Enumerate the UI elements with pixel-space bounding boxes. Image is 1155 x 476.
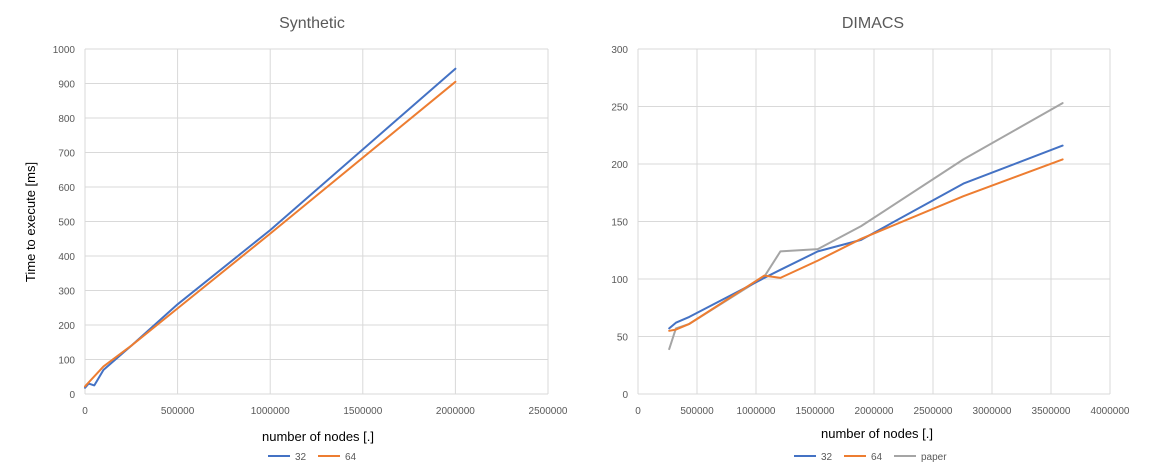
x-tick-label: 1500000	[796, 406, 835, 417]
y-axis-label: Time to execute [ms]	[23, 162, 38, 282]
legend-item-paper: paper	[894, 452, 947, 463]
x-tick-label: 0	[635, 406, 641, 417]
legend: 32 64	[268, 452, 357, 463]
legend-label: 64	[871, 452, 883, 463]
y-tick-label: 800	[58, 114, 75, 125]
tick-layer: 0 100 200 300 400 500 600 700 800 900 1000 0 500000 1…	[53, 45, 568, 417]
synthetic-chart: Synthetic 0 100 200 300 400 500 600 700 800 900 10…	[23, 15, 568, 463]
x-tick-label: 1000000	[737, 406, 776, 417]
legend-item-32: 32	[794, 452, 833, 463]
x-tick-label: 500000	[680, 406, 714, 417]
x-tick-label: 2000000	[855, 406, 894, 417]
series-line-32	[84, 67, 457, 389]
y-tick-label: 250	[611, 103, 628, 114]
grid-layer	[637, 48, 1111, 395]
y-tick-label: 50	[617, 333, 629, 344]
tick-layer: 0 50 100 150 200 250 300 0 500000 1000000 1500000 2…	[611, 45, 1130, 417]
legend-label: paper	[921, 452, 947, 463]
y-tick-label: 300	[58, 287, 75, 298]
x-tick-label: 4000000	[1091, 406, 1130, 417]
y-tick-label: 100	[58, 356, 75, 367]
series-layer	[668, 102, 1064, 351]
y-tick-label: 1000	[53, 45, 76, 56]
legend-label: 32	[821, 452, 833, 463]
x-tick-label: 2000000	[436, 406, 475, 417]
chart-title: Synthetic	[279, 15, 345, 32]
x-tick-label: 500000	[161, 406, 195, 417]
legend: 32 64 paper	[794, 452, 947, 463]
x-axis-label: number of nodes [.]	[821, 426, 933, 441]
y-tick-label: 900	[58, 80, 75, 91]
y-tick-label: 600	[58, 183, 75, 194]
legend-item-64: 64	[318, 452, 357, 463]
legend-item-64: 64	[844, 452, 883, 463]
dimacs-chart: DIMACS 0 50 100 150 200 250 300 0 500000 1000000 1…	[611, 15, 1130, 463]
y-tick-label: 200	[58, 321, 75, 332]
series-line-64	[668, 158, 1064, 332]
x-tick-label: 2500000	[529, 406, 568, 417]
grid-layer	[84, 48, 549, 395]
y-tick-label: 100	[611, 275, 628, 286]
legend-item-32: 32	[268, 452, 307, 463]
y-tick-label: 500	[58, 218, 75, 229]
x-tick-label: 1500000	[343, 406, 382, 417]
y-tick-label: 0	[622, 390, 628, 401]
y-tick-label: 200	[611, 160, 628, 171]
chart-title: DIMACS	[842, 15, 904, 32]
series-layer	[84, 67, 457, 389]
y-tick-label: 300	[611, 45, 628, 56]
legend-label: 64	[345, 452, 357, 463]
x-tick-label: 3500000	[1032, 406, 1071, 417]
x-tick-label: 1000000	[251, 406, 290, 417]
y-tick-label: 700	[58, 149, 75, 160]
x-tick-label: 2500000	[914, 406, 953, 417]
x-tick-label: 3000000	[973, 406, 1012, 417]
y-tick-label: 150	[611, 218, 628, 229]
y-tick-label: 0	[69, 390, 75, 401]
legend-label: 32	[295, 452, 307, 463]
x-axis-label: number of nodes [.]	[262, 429, 374, 444]
y-tick-label: 400	[58, 252, 75, 263]
x-tick-label: 0	[82, 406, 88, 417]
series-line-64	[84, 80, 457, 388]
series-line-32	[668, 144, 1064, 330]
